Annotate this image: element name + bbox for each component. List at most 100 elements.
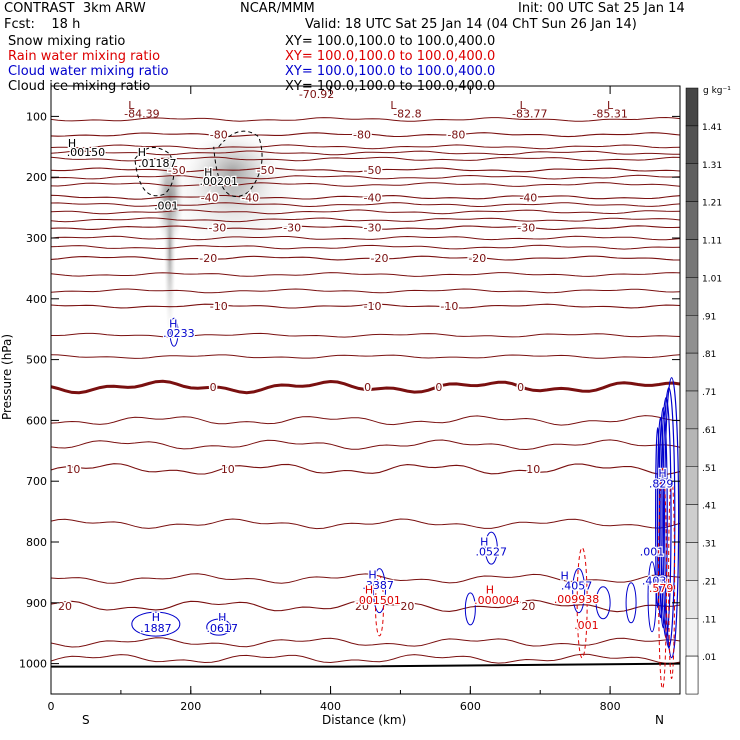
isotherm	[51, 573, 680, 584]
extremum-label: H	[368, 568, 376, 581]
extremum-label: H	[218, 611, 226, 624]
cloud-water-contour	[131, 611, 181, 637]
cloud-water-contour	[572, 568, 586, 614]
isotherm-label: -40	[241, 191, 259, 204]
isotherm-label: 0	[364, 381, 371, 394]
extremum-label: .4057	[561, 579, 593, 592]
colorbar-label: 1.21	[702, 199, 722, 209]
extremum-label: L	[607, 99, 614, 112]
extremum-label: .403	[642, 575, 667, 588]
extremum-label: .0233	[163, 327, 195, 340]
north-label: N	[655, 713, 664, 727]
rain-contour	[658, 467, 668, 689]
isotherm-label: -40	[364, 191, 382, 204]
shaded-mixing-ratio	[155, 127, 303, 341]
cloud-water-contour	[484, 531, 498, 565]
extremum-label: .1887	[140, 622, 172, 635]
colorbar-swatch	[685, 655, 699, 695]
isotherm	[51, 202, 680, 208]
isotherm--40	[51, 194, 680, 200]
extremum-label: H	[204, 166, 212, 179]
isotherm-label: -80	[353, 129, 371, 142]
colorbar-swatch	[685, 580, 699, 619]
isotherm	[51, 518, 680, 530]
isotherm-label: -30	[283, 222, 301, 235]
plot-frame	[50, 85, 681, 695]
rain-contour	[668, 477, 676, 679]
extremum-label: .001501	[355, 594, 401, 607]
colorbar-swatch	[685, 504, 699, 543]
colorbar-swatch	[685, 390, 699, 430]
extremum-label: L	[520, 99, 527, 112]
cloud-water-contour	[664, 377, 680, 659]
rain-contour	[576, 547, 588, 659]
cloud-water-contour	[625, 582, 637, 624]
extremum-label: .3387	[362, 579, 394, 592]
isotherm-label: -10	[364, 300, 382, 313]
isotherm-label: 20	[58, 600, 72, 613]
isotherm-label: -30	[208, 222, 226, 235]
ice-shading-halo	[162, 127, 303, 258]
isotherm	[51, 653, 680, 664]
extremum-label: .00201	[199, 175, 238, 188]
colorbar-swatch	[685, 163, 699, 202]
isotherm-label: -50	[168, 164, 186, 177]
colorbar-label: 1.01	[702, 274, 722, 284]
isotherm	[51, 439, 680, 451]
extremum-label: -84.39	[124, 108, 159, 121]
isotherm-label: -80	[447, 129, 465, 142]
colorbar-unit: g kg⁻¹	[703, 86, 731, 96]
isotherm	[51, 332, 680, 338]
colorbar-label: .71	[702, 388, 716, 398]
extremum-label: L	[128, 99, 135, 112]
field-xy-rain: XY= 100.0,100.0 to 100.0,400.0	[285, 49, 496, 64]
isotherm--50	[51, 167, 680, 173]
x-tick-label: 0	[48, 700, 55, 713]
y-tick-label: 300	[26, 232, 47, 245]
extremum-label: -82.8	[393, 108, 421, 121]
isotherm-label: -50	[257, 164, 275, 177]
isotherm	[51, 217, 680, 223]
cloud-water-contour	[595, 586, 611, 620]
colorbar-swatch	[685, 618, 699, 657]
extremum-label: .001	[154, 199, 179, 212]
field-name-snow: Snow mixing ratio	[8, 34, 126, 49]
y-tick-label: 500	[26, 354, 47, 367]
temperature-contours	[51, 116, 680, 668]
colorbar-label: 1.31	[702, 161, 722, 171]
colorbar-swatch	[685, 87, 699, 127]
colorbar-label: .31	[702, 540, 716, 550]
colorbar-swatch	[685, 277, 699, 316]
extremum-label: H	[561, 570, 569, 583]
colorbar-swatch	[685, 542, 699, 581]
y-tick-label: 100	[26, 110, 47, 123]
extremum-label: H	[658, 467, 666, 480]
extremum-label: .829	[649, 477, 674, 490]
colorbar-label: .21	[702, 577, 716, 587]
x-tick-label: 600	[460, 700, 481, 713]
rain-contour	[374, 575, 384, 637]
isotherm	[51, 637, 680, 648]
field-xy-cloud-water: XY= 100.0,100.0 to 100.0,400.0	[285, 64, 496, 79]
y-tick-label: 200	[26, 171, 47, 184]
y-tick-label: 600	[26, 414, 47, 427]
isotherm-label: 20	[355, 600, 369, 613]
colorbar-swatch	[685, 201, 699, 240]
isotherm	[51, 235, 680, 241]
x-tick-label: 800	[600, 700, 621, 713]
cloud-water-contour	[372, 568, 386, 614]
extremum-label: L	[390, 99, 397, 112]
isotherm-label: 10	[526, 463, 540, 476]
extremum-label: H	[365, 584, 373, 597]
isotherm-label: 10	[66, 463, 80, 476]
extremum-label: -83.77	[512, 108, 547, 121]
y-axis-label: Pressure (hPa)	[0, 333, 15, 421]
isotherm	[51, 288, 680, 294]
isotherm-label: -20	[468, 252, 486, 265]
colorbar-label: .11	[702, 615, 716, 625]
extremum-label: .000004	[474, 594, 520, 607]
colorbar-label: .81	[702, 350, 716, 360]
colorbar-swatch	[685, 315, 699, 354]
extremum-label: .579	[649, 582, 674, 595]
